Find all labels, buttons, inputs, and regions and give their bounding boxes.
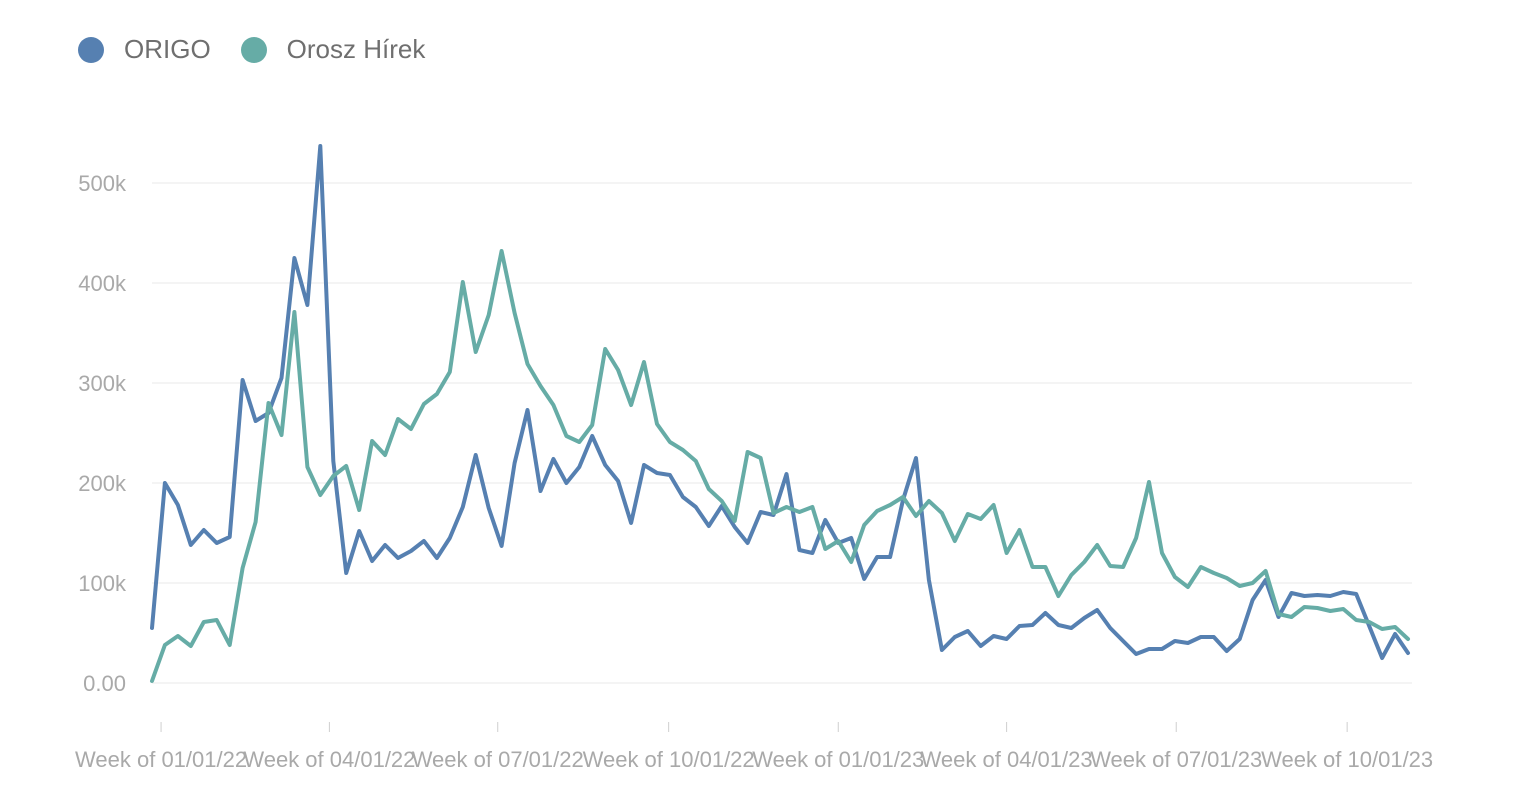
x-tick-label-2: Week of 07/01/22 — [412, 747, 584, 772]
x-tick-label-7: Week of 10/01/23 — [1261, 747, 1433, 772]
legend-label-orosz-hirek: Orosz Hírek — [286, 34, 426, 64]
legend-label-origo: ORIGO — [124, 34, 211, 64]
x-tick-label-0: Week of 01/01/22 — [75, 747, 247, 772]
legend: ORIGO Orosz Hírek — [78, 34, 455, 65]
legend-item-origo[interactable]: ORIGO — [78, 34, 211, 65]
y-tick-label-3: 300k — [78, 371, 127, 396]
series-line-orosz-hirek — [150, 249, 1410, 683]
legend-dot-origo — [78, 36, 104, 63]
x-tick-label-3: Week of 10/01/22 — [583, 747, 755, 772]
legend-dot-orosz-hirek — [240, 36, 267, 63]
x-tick-label-4: Week of 01/01/23 — [752, 747, 924, 772]
legend-item-orosz-hirek[interactable]: Orosz Hírek — [240, 34, 426, 65]
series-lines — [150, 144, 1410, 683]
x-tick-label-5: Week of 04/01/23 — [921, 747, 1093, 772]
y-tick-label-4: 400k — [78, 271, 127, 296]
grid-lines — [152, 182, 1412, 684]
y-tick-label-0: 0.00 — [83, 671, 126, 696]
series-line-origo — [150, 144, 1410, 660]
y-tick-label-5: 500k — [78, 171, 127, 196]
x-tick-label-6: Week of 07/01/23 — [1090, 747, 1262, 772]
y-tick-label-2: 200k — [78, 471, 127, 496]
y-tick-label-1: 100k — [78, 571, 127, 596]
x-tick-label-1: Week of 04/01/22 — [243, 747, 415, 772]
y-axis-ticks: 0.00 100k 200k 300k 400k 500k — [78, 171, 127, 696]
